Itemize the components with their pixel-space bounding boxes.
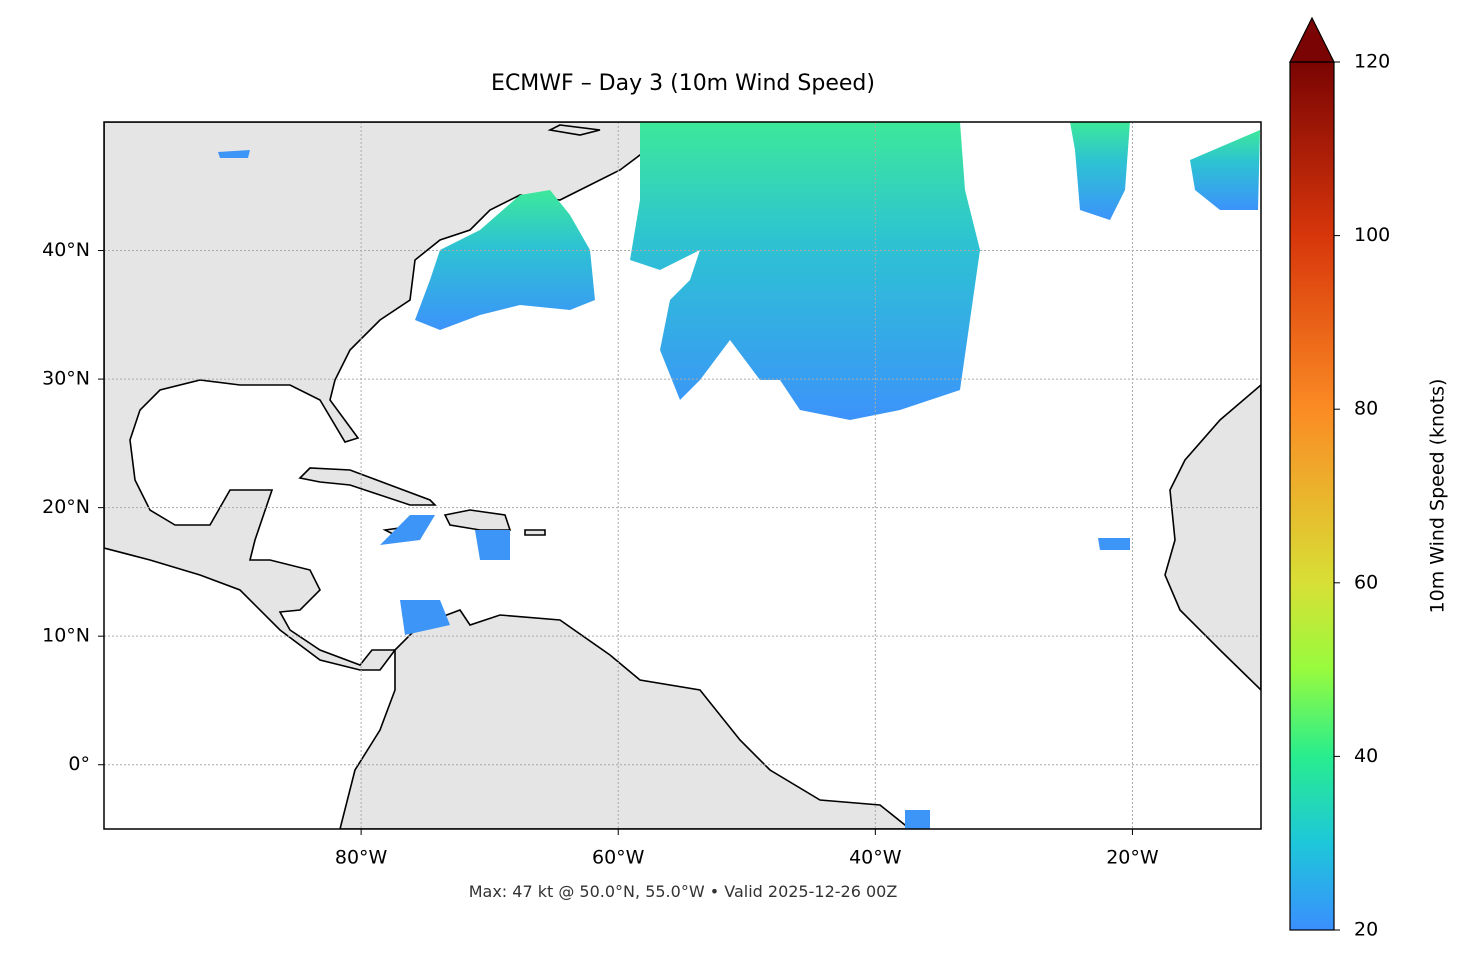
y-tick-label: 30°N bbox=[42, 368, 90, 390]
colorbar bbox=[1290, 62, 1334, 930]
colorbar-tick-label: 20 bbox=[1354, 919, 1378, 941]
land bbox=[104, 122, 1261, 829]
footer-note: Max: 47 kt @ 50.0°N, 55.0°W • Valid 2025… bbox=[469, 882, 898, 901]
chart-title: ECMWF – Day 3 (10m Wind Speed) bbox=[491, 71, 875, 96]
y-tick-label: 10°N bbox=[42, 625, 90, 647]
colorbar-extend bbox=[1289, 16, 1335, 63]
wind-patches bbox=[218, 150, 1130, 829]
wind-field bbox=[415, 122, 1260, 420]
y-tick-label: 0° bbox=[68, 753, 90, 775]
y-tick-label: 40°N bbox=[42, 239, 90, 261]
y-tick-label: 20°N bbox=[42, 496, 90, 518]
map-frame bbox=[103, 121, 1262, 830]
colorbar-tick-label: 80 bbox=[1354, 398, 1378, 420]
x-tick-label: 60°W bbox=[592, 847, 645, 869]
map bbox=[104, 122, 1261, 829]
x-tick-label: 20°W bbox=[1106, 847, 1159, 869]
colorbar-tick-label: 100 bbox=[1354, 224, 1390, 246]
colorbar-frame bbox=[1289, 61, 1335, 931]
colorbar-tick-label: 40 bbox=[1354, 745, 1378, 767]
colorbar-tick-label: 60 bbox=[1354, 571, 1378, 593]
colorbar-tick-label: 120 bbox=[1354, 51, 1390, 73]
colorbar-label: 10m Wind Speed (knots) bbox=[1427, 379, 1449, 614]
x-tick-label: 80°W bbox=[335, 847, 388, 869]
x-tick-label: 40°W bbox=[849, 847, 902, 869]
grid bbox=[104, 122, 1261, 829]
